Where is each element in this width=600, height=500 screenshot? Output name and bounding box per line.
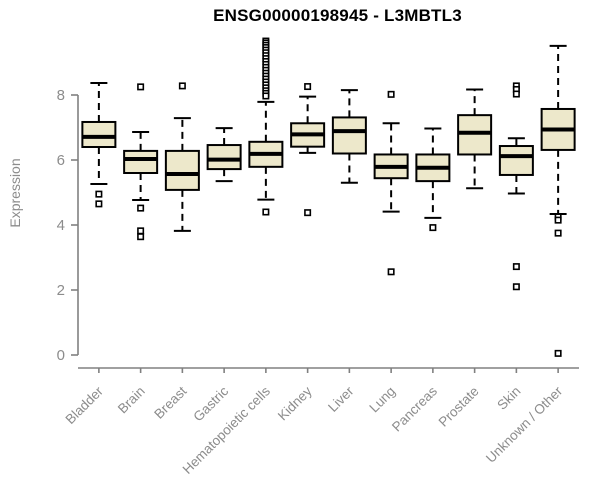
y-tick-label: 0 (57, 347, 65, 364)
outlier-point (137, 204, 145, 212)
outlier-point (512, 90, 520, 98)
outlier-point (554, 349, 562, 357)
x-category-label: Breast (151, 383, 189, 421)
outlier-point (178, 82, 186, 90)
x-category-label: Brain (115, 384, 148, 417)
iqr-box (164, 149, 200, 191)
outlier-point (554, 216, 562, 224)
outlier-point (429, 224, 437, 232)
outlier-point (137, 83, 145, 91)
x-category-label: Bladder (62, 383, 106, 427)
y-tick-label: 2 (57, 282, 65, 299)
outlier-point (304, 83, 312, 91)
outlier-point (554, 229, 562, 237)
x-category-label: Pancreas (389, 383, 440, 434)
iqr-box (123, 149, 159, 174)
iqr-box (457, 114, 493, 156)
outlier-point (137, 227, 145, 235)
iqr-box (81, 120, 117, 148)
outlier-point (304, 209, 312, 217)
x-category-label: Prostate (436, 384, 482, 430)
iqr-box (498, 145, 534, 176)
outlier-point (262, 92, 270, 100)
outlier-point (387, 268, 395, 276)
outlier-point (262, 208, 270, 216)
x-category-label: Lung (366, 384, 398, 416)
outlier-point (512, 263, 520, 271)
x-category-label: Liver (325, 383, 357, 415)
iqr-box (331, 116, 367, 155)
outlier-point (95, 200, 103, 208)
chart-title: ENSG00000198945 - L3MBTL3 (213, 6, 462, 25)
outlier-point (387, 90, 395, 98)
y-tick-label: 6 (57, 152, 65, 169)
x-category-label: Kidney (275, 383, 315, 423)
outlier-point (512, 283, 520, 291)
x-category-label: Gastric (190, 383, 231, 424)
y-tick-label: 8 (57, 87, 65, 104)
outlier-point (95, 190, 103, 198)
x-category-label: Unknown / Other (483, 383, 566, 466)
outlier-point (137, 233, 145, 241)
x-category-label: Skin (494, 384, 523, 413)
iqr-box (206, 144, 242, 171)
y-tick-label: 4 (57, 217, 65, 234)
